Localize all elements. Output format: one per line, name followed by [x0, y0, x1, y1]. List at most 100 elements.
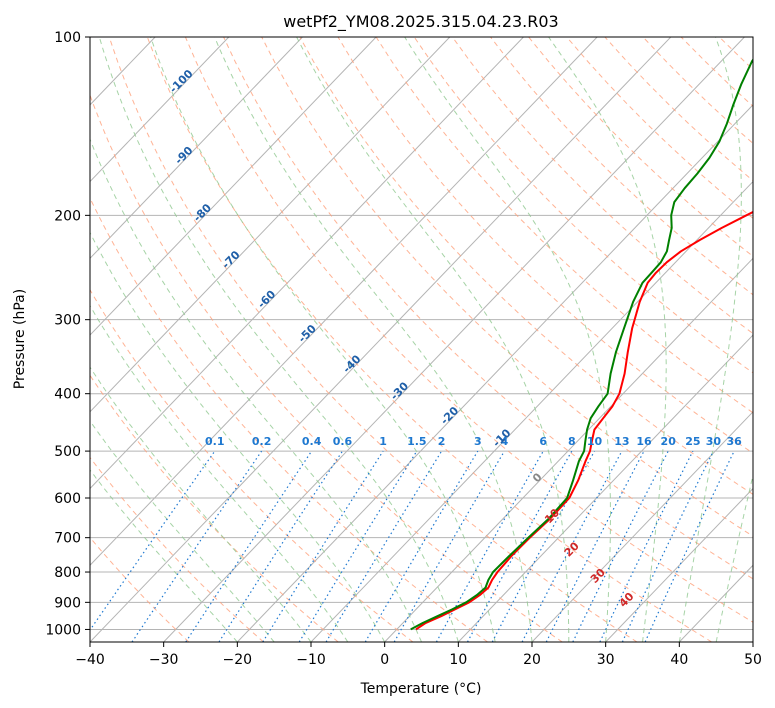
mixing-ratio-line: [325, 450, 443, 642]
axes: −40 −30 −20 −10 0 10 20 30 40 5010020030040050060…: [45, 30, 762, 668]
isotherm-line: [90, 37, 230, 183]
temperature-profile-line: [415, 210, 753, 631]
isotherm-line: [163, 37, 745, 642]
dry-adiabat-line: [90, 456, 264, 642]
mixing-ratio-line: [466, 450, 573, 642]
isotherm-line: [236, 104, 753, 642]
dry-adiabat-line: [184, 37, 753, 623]
isotherm-line: [0, 37, 8, 642]
y-tick-label: 600: [54, 491, 81, 507]
dry-adiabat-line: [490, 37, 753, 296]
dry-adiabat-line: [337, 37, 753, 454]
dry-adiabat-line: [757, 37, 775, 642]
profile-lines: [410, 58, 753, 631]
isotherm-line: [90, 37, 672, 642]
isotherm-line: [384, 257, 753, 642]
y-tick-label: 700: [54, 531, 81, 547]
isotherm-label: -100: [167, 67, 196, 96]
isotherm-line: [90, 37, 377, 336]
y-axis-label: Pressure (hPa): [12, 289, 28, 389]
dry-adiabat-line: [223, 37, 753, 580]
mixing-ratio-label: 2: [438, 435, 446, 448]
mixing-ratio-label: 20: [661, 435, 677, 448]
moist-adiabat-line: [90, 420, 275, 642]
x-tick-label: 0: [380, 652, 389, 668]
isotherm-line: [605, 487, 753, 642]
mixing-ratio-label: 16: [636, 435, 652, 448]
x-tick-label: 30: [597, 652, 615, 668]
mixing-ratio-line: [545, 450, 645, 642]
dry-adiabat-line: [299, 37, 753, 495]
dry-adiabat-line: [108, 37, 638, 642]
mixing-ratio-label: 6: [539, 435, 547, 448]
dry-adiabat-line: [90, 536, 190, 642]
moist-adiabat-line: [90, 366, 312, 642]
background-lines: [0, 37, 775, 642]
mixing-ratio-label: 0.6: [333, 435, 353, 448]
chart-title: wetPf2_YM08.2025.315.04.23.R03: [283, 12, 558, 32]
dry-adiabat-line: [90, 288, 414, 642]
isotherm-line: [90, 37, 303, 260]
mixing-ratio-label: 36: [727, 435, 743, 448]
moist-adiabat-line: [296, 37, 570, 642]
dry-adiabat-line: [566, 37, 753, 219]
mixing-ratio-line: [185, 450, 313, 642]
isotherm-label: -90: [172, 144, 195, 167]
isotherm-line: [531, 411, 753, 642]
mixing-ratio-label: 13: [614, 435, 629, 448]
mixing-ratio-line: [364, 450, 479, 642]
x-tick-label: 50: [744, 652, 762, 668]
y-tick-label: 400: [54, 387, 81, 403]
y-tick-label: 300: [54, 313, 81, 329]
moist-adiabat-line: [214, 37, 533, 642]
moist-adiabat-line: [548, 37, 667, 642]
moist-adiabat-line: [90, 304, 349, 642]
mixing-ratio-line: [218, 450, 343, 642]
mixing-ratio-label: 25: [685, 435, 700, 448]
x-tick-label: −30: [149, 652, 179, 668]
x-tick-label: 40: [670, 652, 688, 668]
isotherm-line: [457, 334, 753, 642]
dry-adiabat-line: [261, 37, 753, 537]
isotherm-line: [310, 180, 753, 642]
dry-adiabat-line: [642, 37, 753, 145]
mixing-ratio-label: 8: [568, 435, 576, 448]
isotherm-label: -50: [296, 322, 319, 345]
isotherm-label: -10: [490, 426, 513, 449]
isotherm-label: -40: [340, 352, 363, 375]
isotherm-line: [752, 641, 753, 642]
mixing-ratio-line: [572, 450, 669, 642]
moist-adiabat-line: [90, 469, 238, 642]
isotherm-label: -70: [219, 248, 242, 271]
isotherm-label: -20: [438, 404, 461, 427]
x-tick-label: 20: [523, 652, 541, 668]
isotherm-label: -60: [255, 288, 278, 311]
mixing-ratio-label: 4: [501, 435, 509, 448]
dewpoint-profile-line: [410, 58, 753, 631]
x-tick-label: 10: [449, 652, 467, 668]
isotherm-label: -30: [388, 379, 411, 402]
moist-adiabat-label: 30: [588, 566, 608, 586]
mixing-ratio-line: [298, 450, 418, 642]
dry-adiabat-line: [146, 37, 712, 642]
mixing-ratio-line: [90, 450, 216, 632]
mixing-ratio-label: 1.5: [407, 435, 427, 448]
x-axis-label: Temperature (°C): [360, 681, 482, 697]
moist-adiabat-line: [98, 37, 459, 642]
plot-frame: [89, 36, 754, 643]
y-tick-label: 200: [54, 208, 81, 224]
isotherm-line: [90, 37, 524, 490]
y-tick-label: 1000: [45, 622, 81, 638]
mixing-ratio-label: 1: [379, 435, 387, 448]
y-tick-label: 500: [54, 444, 81, 460]
dry-adiabat-line: [718, 37, 753, 71]
dry-adiabat-line: [90, 93, 563, 642]
mixing-ratio-line: [644, 450, 735, 642]
moist-adiabat-label: 20: [562, 539, 582, 559]
x-tick-label: −10: [296, 652, 326, 668]
mixing-ratio-label: 30: [706, 435, 722, 448]
moist-adiabat-line: [678, 37, 742, 642]
mixing-ratio-label: 0.2: [252, 435, 272, 448]
mixing-ratio-line: [599, 450, 694, 642]
y-tick-label: 900: [54, 595, 81, 611]
